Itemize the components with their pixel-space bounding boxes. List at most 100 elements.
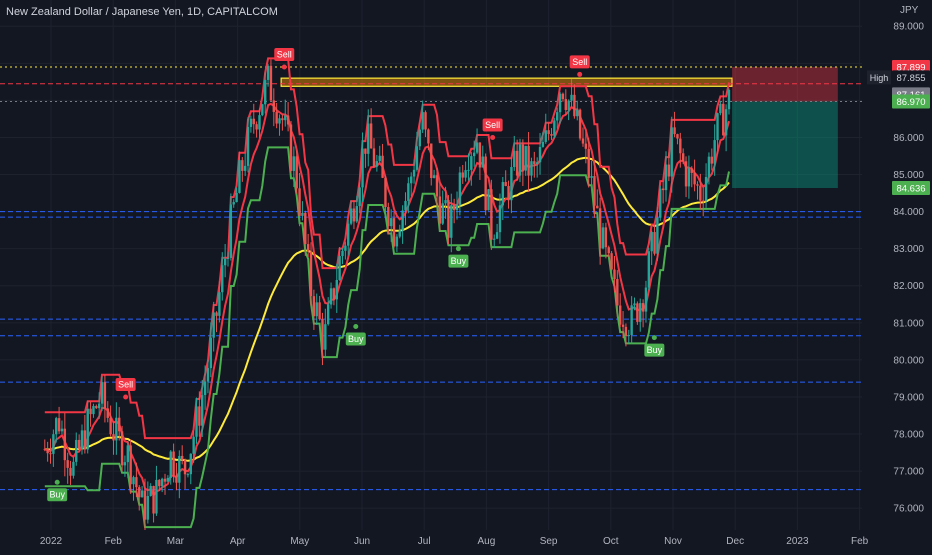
candle-body	[284, 115, 287, 121]
candle-body	[306, 244, 310, 252]
candle-body	[719, 103, 722, 114]
price-label-bg	[892, 94, 930, 109]
candle-body	[659, 188, 662, 218]
candle-body	[169, 451, 172, 478]
candle-body	[578, 109, 582, 139]
candle-body	[498, 205, 502, 233]
y-tick-label: 81.000	[893, 318, 924, 329]
candle-body	[621, 324, 625, 327]
candle-body	[410, 176, 413, 184]
candle-body	[598, 208, 602, 249]
candle-body	[590, 176, 593, 178]
x-tick-label: Feb	[105, 536, 123, 547]
candle-body	[132, 477, 135, 485]
y-tick-label: 78.000	[893, 430, 924, 441]
candle-body	[610, 253, 613, 270]
candle-body	[238, 160, 241, 193]
candle-body	[387, 207, 390, 227]
candle-body	[472, 152, 476, 157]
candle-body	[653, 232, 656, 254]
candle-body	[289, 124, 293, 171]
candle-body	[570, 94, 573, 101]
candle-body	[186, 474, 190, 476]
candle-body	[312, 296, 316, 317]
candle-body	[424, 112, 427, 130]
candle-body	[567, 100, 570, 111]
price-label-bg	[892, 70, 930, 85]
candle-body	[407, 183, 410, 201]
candle-body	[175, 475, 178, 483]
candle-body	[103, 382, 107, 409]
candle-body	[77, 439, 81, 449]
signal-badge	[482, 118, 503, 132]
position-target-zone	[732, 101, 838, 189]
candle-body	[163, 478, 167, 482]
buy-signal: Buy	[448, 246, 469, 268]
candle-body	[504, 182, 507, 186]
candle-body	[664, 164, 668, 191]
y-tick-label: 83.000	[893, 244, 924, 255]
candle-body	[475, 142, 479, 153]
candle-body	[650, 232, 653, 252]
signal-dot	[123, 394, 129, 400]
candle-body	[278, 118, 281, 124]
candle-body	[66, 460, 69, 468]
price-label-text: 86.970	[896, 97, 925, 108]
candle-body	[189, 453, 192, 475]
candle-body	[418, 129, 422, 147]
candle-body	[100, 382, 104, 404]
sell-signal: Sell	[482, 118, 503, 140]
x-tick-label: Jul	[418, 536, 431, 547]
candle-body	[527, 145, 530, 176]
candle-body	[352, 208, 356, 222]
y-tick-label: 84.000	[893, 207, 924, 218]
candle-body	[389, 218, 393, 227]
x-tick-label: 2023	[786, 536, 809, 547]
sell-signal: Sell	[274, 48, 295, 70]
y-tick-label: 79.000	[893, 392, 924, 403]
candle-body	[395, 236, 399, 247]
candle-body	[203, 381, 207, 396]
candle-body	[261, 104, 264, 116]
candle-body	[573, 94, 576, 117]
candle-body	[481, 156, 484, 168]
candle-body	[716, 113, 719, 141]
candle-body	[241, 160, 244, 171]
candle-body	[281, 118, 284, 121]
candle-body	[487, 189, 490, 211]
buy-signal: Buy	[345, 324, 366, 346]
candle-body	[335, 279, 338, 300]
candle-body	[727, 89, 731, 110]
candle-body	[201, 395, 204, 426]
candle-body	[63, 428, 67, 461]
signal-label: Buy	[348, 334, 364, 344]
candle-body	[644, 287, 648, 312]
candle-body	[435, 175, 439, 197]
grid-layer	[0, 0, 862, 530]
candle-body	[255, 124, 258, 130]
candle-body	[180, 455, 184, 460]
candle-body	[581, 138, 585, 144]
candle-body	[215, 312, 218, 316]
candle-body	[616, 279, 619, 306]
candle-body	[673, 127, 676, 135]
candle-body	[309, 251, 313, 297]
candle-body	[318, 302, 321, 320]
signal-badge	[569, 55, 590, 69]
candle-body	[452, 205, 456, 211]
candle-body	[329, 288, 333, 305]
candle-body	[484, 156, 487, 211]
signal-badge	[274, 48, 295, 62]
candle-body	[206, 368, 210, 382]
candle-body	[596, 205, 599, 209]
candle-body	[304, 212, 307, 245]
candle-body	[613, 269, 616, 280]
candle-body	[364, 148, 367, 154]
candle-body	[530, 161, 533, 176]
candle-body	[661, 188, 665, 191]
candle-body	[630, 305, 633, 336]
candle-body	[450, 205, 453, 238]
